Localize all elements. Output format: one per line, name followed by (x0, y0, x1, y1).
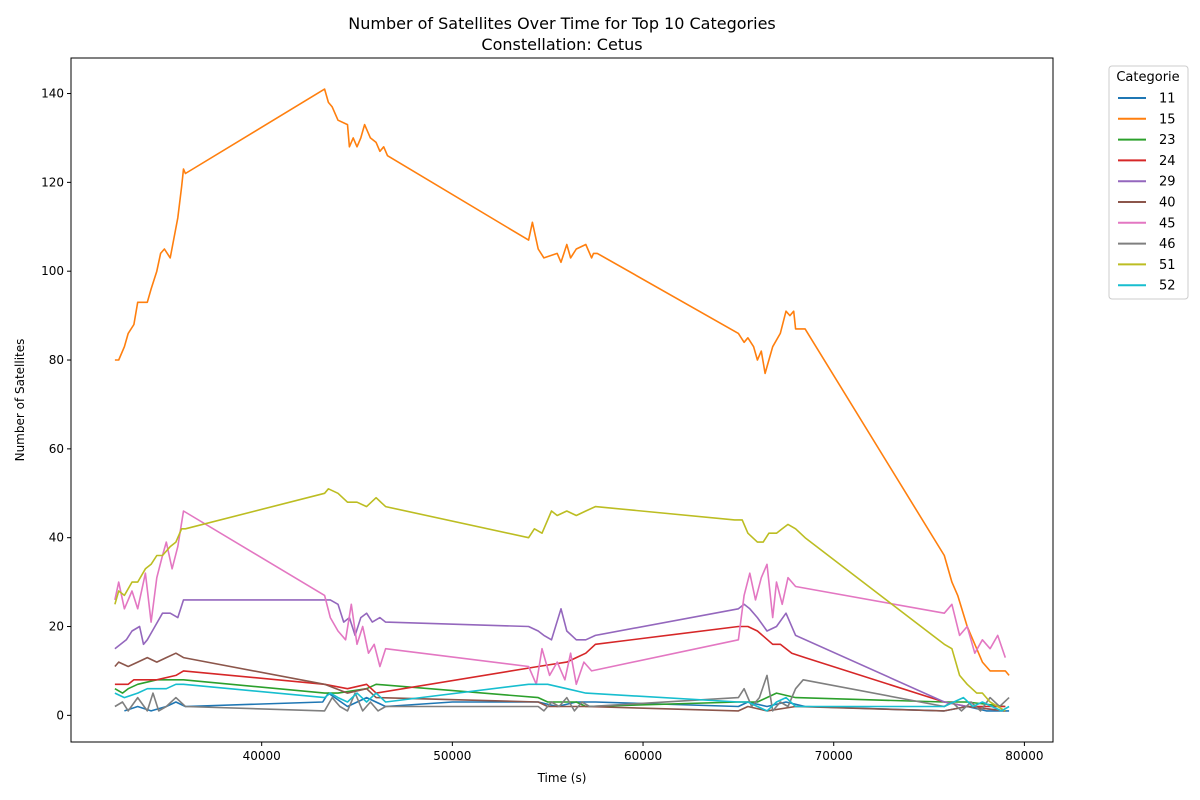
y-tick-label: 80 (49, 353, 64, 367)
x-axis-label: Time (s) (537, 771, 587, 785)
y-tick-label: 120 (41, 175, 64, 189)
legend-label-29: 29 (1159, 175, 1176, 190)
y-tick-label: 0 (56, 708, 64, 722)
legend-label-46: 46 (1159, 237, 1176, 252)
y-tick-label: 60 (49, 442, 64, 456)
x-tick-label: 80000 (1005, 749, 1043, 763)
legend-label-23: 23 (1159, 133, 1176, 148)
series-line-52 (114, 683, 1010, 712)
series-line-29 (114, 599, 1006, 712)
series-line-15 (114, 88, 1010, 676)
plot-lines (114, 88, 1010, 712)
legend-title: Categorie (1116, 70, 1179, 85)
legend-label-11: 11 (1159, 92, 1176, 107)
legend-box (1108, 65, 1189, 300)
x-tick-label: 70000 (815, 749, 853, 763)
y-tick-label: 100 (41, 264, 64, 278)
series-line-24 (114, 625, 1006, 708)
legend-items: 11 15 23 24 29 40 45 46 51 52 (1118, 92, 1176, 294)
plot-frame (70, 57, 1054, 743)
y-tick-label: 140 (41, 87, 64, 101)
series-line-23 (114, 678, 1006, 708)
legend-label-51: 51 (1159, 258, 1176, 273)
legend-label-52: 52 (1159, 279, 1176, 294)
series-line-40 (114, 652, 1006, 712)
legend: Categorie 11 15 23 24 29 40 45 46 51 52 (1108, 65, 1189, 300)
series-line-46 (114, 674, 1010, 712)
y-tick-label: 40 (49, 531, 64, 545)
legend-label-45: 45 (1159, 216, 1176, 231)
x-tick-label: 50000 (433, 749, 471, 763)
series-line-45 (114, 510, 1007, 686)
legend-label-24: 24 (1159, 154, 1176, 169)
legend-label-15: 15 (1159, 112, 1176, 127)
x-tick-label: 40000 (243, 749, 281, 763)
x-tick-label: 60000 (624, 749, 662, 763)
legend-label-40: 40 (1159, 196, 1176, 211)
chart-title: Number of Satellites Over Time for Top 1… (348, 14, 776, 33)
y-tick-label: 20 (49, 620, 64, 634)
chart-subtitle: Constellation: Cetus (481, 35, 642, 54)
y-axis-label: Number of Satellites (13, 339, 27, 462)
axis-ticks: 40000 50000 60000 70000 80000 0 20 40 60 80 100 120… (41, 87, 1043, 763)
series-line-51 (114, 487, 1006, 712)
